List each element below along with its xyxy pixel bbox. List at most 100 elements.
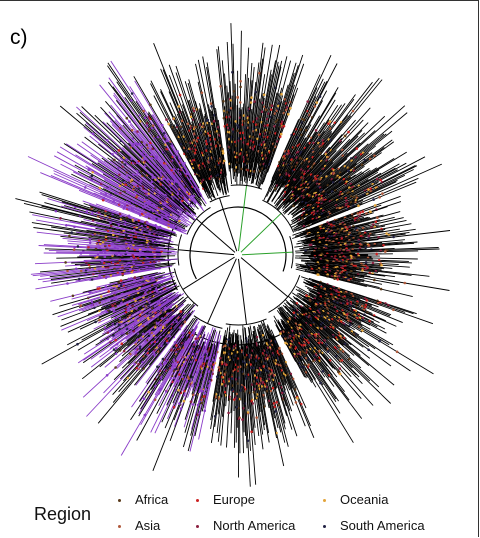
tree-branch bbox=[296, 231, 362, 245]
tree-branch bbox=[255, 87, 283, 186]
tree-stem bbox=[237, 185, 248, 252]
tree-branch bbox=[314, 231, 410, 246]
tree-tip-point bbox=[328, 120, 332, 123]
tree-tip-point bbox=[220, 382, 224, 386]
tree-tip-point bbox=[130, 277, 133, 280]
tree-branch bbox=[202, 56, 226, 180]
tree-branch bbox=[64, 205, 171, 237]
tree-branch bbox=[230, 342, 236, 434]
tree-tip-point bbox=[114, 366, 117, 369]
tree-branch bbox=[293, 311, 357, 376]
tree-branch bbox=[262, 320, 291, 391]
legend-item-oceania: Oceania bbox=[323, 492, 388, 507]
tree-branch bbox=[169, 337, 194, 381]
tree-tip-point bbox=[165, 118, 168, 121]
tree-branch bbox=[136, 331, 197, 441]
tree-branch bbox=[56, 255, 166, 259]
tree-tip-point bbox=[343, 134, 347, 138]
tree-branch bbox=[29, 211, 160, 240]
tree-branch bbox=[296, 286, 362, 322]
tree-branch bbox=[301, 147, 385, 209]
tree-tip-point bbox=[91, 132, 95, 135]
tree-tip-point bbox=[292, 311, 296, 315]
tree-tip-point bbox=[285, 106, 289, 109]
tree-tip-point bbox=[364, 246, 368, 249]
tree-tip-point bbox=[250, 430, 253, 434]
tree-branch bbox=[298, 293, 342, 321]
tree-branch bbox=[295, 297, 364, 348]
tree-branch bbox=[304, 156, 426, 221]
tree-branch bbox=[296, 294, 411, 372]
tree-branch bbox=[61, 282, 161, 321]
tree-tip-point bbox=[200, 91, 204, 94]
tree-tip-point bbox=[372, 223, 375, 226]
tree-tip-point bbox=[221, 152, 225, 155]
tree-branch bbox=[289, 172, 382, 226]
tree-tip-point bbox=[169, 377, 172, 380]
tree-tip-point bbox=[119, 253, 123, 257]
tree-tip-point bbox=[258, 71, 261, 75]
tree-tip-point bbox=[314, 129, 318, 132]
tree-branch bbox=[42, 265, 156, 283]
tree-tip-point bbox=[54, 209, 58, 213]
tree-tip-point bbox=[105, 374, 109, 377]
tree-tip-point bbox=[373, 154, 376, 158]
tree-branch bbox=[247, 342, 260, 437]
tree-branch bbox=[266, 96, 317, 197]
tree-branch bbox=[224, 106, 233, 185]
tree-branch bbox=[83, 218, 165, 239]
tree-branch bbox=[313, 228, 400, 244]
tree-branch bbox=[191, 335, 212, 391]
tree-tip-point bbox=[355, 147, 359, 150]
tree-tip-point bbox=[347, 205, 350, 208]
tree-branch bbox=[99, 192, 186, 232]
tree-branch bbox=[280, 318, 337, 403]
tree-tip-point bbox=[352, 264, 356, 268]
tree-tip-point bbox=[186, 122, 190, 126]
tree-branch bbox=[150, 318, 198, 390]
tree-tip-point bbox=[178, 219, 181, 223]
tree-branch bbox=[99, 291, 179, 342]
tree-tip-point bbox=[373, 204, 377, 207]
tree-branch bbox=[135, 101, 206, 207]
tree-stem bbox=[196, 218, 236, 253]
tree-branch bbox=[302, 298, 376, 350]
tree-branch bbox=[140, 336, 187, 410]
tree-branch bbox=[313, 298, 394, 346]
tree-branch bbox=[311, 280, 434, 325]
tree-tip-point bbox=[375, 252, 379, 256]
tree-tip-point bbox=[274, 410, 278, 413]
tree-branch bbox=[100, 280, 171, 309]
tree-tip-point bbox=[70, 231, 73, 234]
tree-tip-point bbox=[162, 132, 166, 135]
tree-branch bbox=[81, 106, 195, 214]
tree-tip-point bbox=[114, 346, 118, 350]
tree-branch bbox=[34, 257, 164, 265]
tree-branch bbox=[292, 300, 370, 366]
legend-item-africa: Africa bbox=[118, 492, 168, 507]
tree-tip-point bbox=[256, 137, 259, 141]
tree-tip-point bbox=[122, 349, 126, 353]
tree-tip-point bbox=[72, 248, 76, 251]
tree-tip-point bbox=[102, 261, 106, 265]
tree-branch bbox=[61, 205, 170, 237]
tree-tip-point bbox=[143, 413, 147, 417]
tree-branch bbox=[125, 302, 174, 340]
tree-tip-point bbox=[183, 161, 186, 165]
tree-tip-point bbox=[90, 178, 93, 182]
tree-tip-point bbox=[127, 214, 131, 218]
tree-branch bbox=[89, 203, 168, 232]
tree-branch bbox=[267, 330, 306, 427]
tree-tip-point bbox=[66, 269, 69, 273]
tree-branch bbox=[148, 310, 194, 366]
tree-tip-point bbox=[223, 159, 226, 163]
tree-branch bbox=[258, 331, 286, 424]
tree-tip-point bbox=[227, 338, 230, 341]
tree-branch bbox=[304, 262, 412, 276]
tree-branch bbox=[40, 172, 184, 233]
tree-branch bbox=[227, 332, 234, 402]
tree-tip-point bbox=[179, 310, 183, 313]
tree-branch bbox=[137, 129, 197, 204]
tree-branch bbox=[230, 329, 235, 391]
tree-branch bbox=[299, 215, 354, 235]
